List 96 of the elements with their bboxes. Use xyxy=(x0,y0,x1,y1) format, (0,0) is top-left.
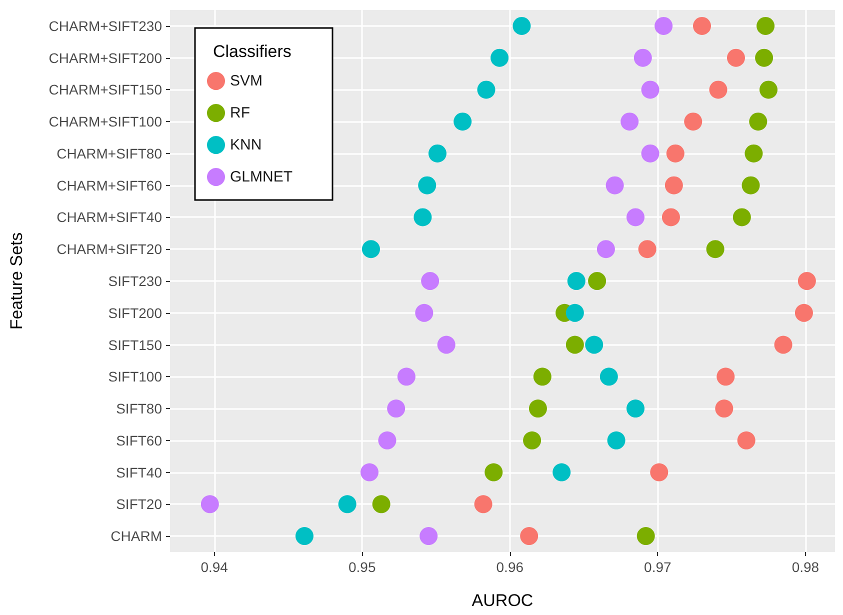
point xyxy=(662,208,680,226)
y-tick-label: SIFT80 xyxy=(116,400,162,417)
x-tick-label: 0.94 xyxy=(200,559,228,575)
y-tick-label: SIFT60 xyxy=(116,432,162,448)
y-tick-label: CHARM+SIFT230 xyxy=(48,18,162,34)
point xyxy=(634,48,652,67)
point xyxy=(397,368,416,386)
legend-title: Classifiers xyxy=(213,42,292,61)
point xyxy=(362,240,380,258)
point xyxy=(474,495,492,514)
legend-label: GLMNET xyxy=(230,168,293,186)
point xyxy=(200,495,219,514)
point xyxy=(638,240,656,258)
point xyxy=(512,16,531,35)
point xyxy=(606,176,624,194)
point xyxy=(414,208,432,226)
x-tick-label: 0.97 xyxy=(644,559,672,575)
y-tick-label: CHARM+SIFT80 xyxy=(56,145,162,162)
point xyxy=(737,431,756,450)
y-tick-label: SIFT150 xyxy=(108,336,162,353)
point xyxy=(706,240,724,258)
point xyxy=(607,431,626,450)
point xyxy=(641,144,660,162)
point xyxy=(378,431,396,450)
point xyxy=(756,16,775,35)
point xyxy=(484,463,503,482)
point xyxy=(742,176,760,194)
point xyxy=(798,272,816,290)
point xyxy=(523,431,542,450)
point xyxy=(620,112,639,131)
point xyxy=(666,144,684,162)
point xyxy=(566,304,584,322)
legend-label: SVM xyxy=(230,72,263,90)
point xyxy=(716,368,735,386)
point xyxy=(360,463,378,482)
x-tick-label: 0.98 xyxy=(792,559,820,575)
point xyxy=(421,272,440,290)
point xyxy=(664,176,683,194)
y-axis-title: Feature Sets xyxy=(7,232,26,330)
point xyxy=(650,463,668,482)
point xyxy=(585,336,604,354)
point xyxy=(626,400,644,418)
y-tick-label: CHARM+SIFT20 xyxy=(56,241,162,258)
x-tick-label: 0.95 xyxy=(348,559,376,575)
point xyxy=(566,336,584,354)
point xyxy=(533,368,552,386)
point xyxy=(794,304,813,322)
point xyxy=(490,48,509,67)
point xyxy=(709,80,728,99)
point xyxy=(684,112,702,131)
point xyxy=(641,80,660,99)
point xyxy=(760,80,778,99)
y-tick-label: SIFT20 xyxy=(116,496,162,512)
y-tick-label: CHARM+SIFT150 xyxy=(48,82,162,98)
point xyxy=(727,48,745,67)
point xyxy=(520,527,538,546)
point xyxy=(693,16,711,35)
point xyxy=(600,368,618,386)
point xyxy=(744,144,763,162)
y-tick-label: CHARM+SIFT40 xyxy=(56,209,162,226)
point xyxy=(567,272,586,290)
y-tick-label: SIFT40 xyxy=(116,464,162,480)
point xyxy=(715,400,734,418)
point xyxy=(295,527,314,546)
y-tick-label: CHARM+SIFT60 xyxy=(56,177,162,194)
point xyxy=(588,272,606,290)
x-axis-title: AUROC xyxy=(472,591,534,610)
x-tick-label: 0.96 xyxy=(496,559,524,575)
point xyxy=(454,112,472,131)
y-tick-label: SIFT230 xyxy=(108,273,162,289)
legend-label: RF xyxy=(230,104,250,122)
point xyxy=(654,16,673,35)
point xyxy=(338,495,356,514)
point xyxy=(420,527,438,546)
point xyxy=(749,112,768,131)
y-tick-label: CHARM+SIFT200 xyxy=(48,50,162,66)
point xyxy=(732,208,751,226)
point xyxy=(372,495,390,514)
point xyxy=(755,48,774,67)
point xyxy=(477,80,496,99)
y-tick-label: SIFT200 xyxy=(108,304,162,321)
point xyxy=(552,463,571,482)
point xyxy=(437,336,456,354)
point xyxy=(528,400,547,418)
legend-label: KNN xyxy=(230,136,262,154)
point xyxy=(774,336,792,354)
y-tick-label: SIFT100 xyxy=(108,368,162,385)
point xyxy=(387,400,406,418)
point xyxy=(636,527,655,546)
y-tick-label: CHARM xyxy=(110,528,162,544)
point xyxy=(626,208,644,226)
point xyxy=(415,304,434,322)
point xyxy=(418,176,436,194)
y-tick-label: CHARM+SIFT100 xyxy=(48,114,162,130)
point xyxy=(428,144,446,162)
point xyxy=(596,240,615,258)
